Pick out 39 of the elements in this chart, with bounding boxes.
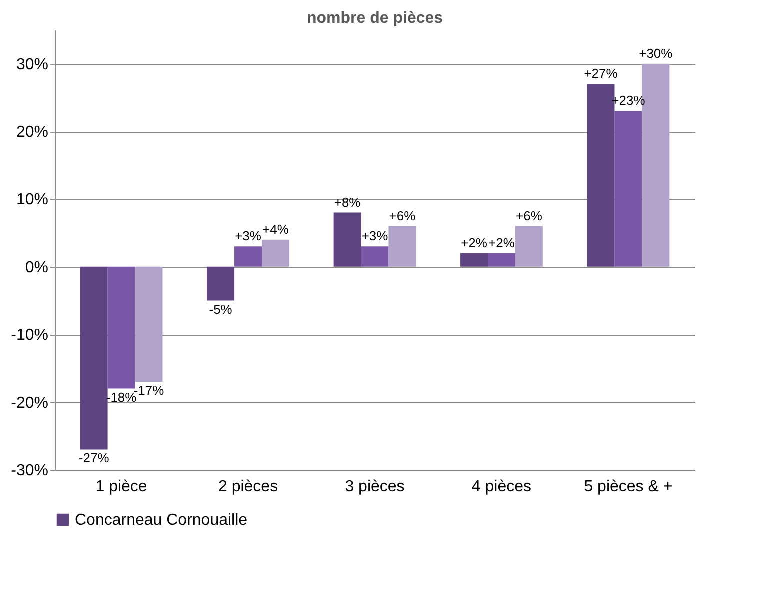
data-label: +2%: [461, 235, 488, 250]
y-tick-label: 20%: [16, 124, 48, 142]
data-label: +3%: [235, 228, 262, 244]
data-label: +4%: [262, 222, 290, 237]
bar: [515, 226, 543, 267]
data-label: +27%: [584, 66, 618, 82]
bar: [388, 226, 416, 267]
y-tick-label: -20%: [11, 394, 48, 412]
y-tick-label: 0%: [25, 259, 48, 276]
chart-title: nombre de pièces: [306, 10, 444, 27]
y-tick-label: -30%: [11, 462, 48, 480]
bar: [207, 266, 235, 301]
y-tick-label: 10%: [16, 192, 48, 209]
data-label: +6%: [516, 208, 543, 224]
y-tick-label: -10%: [11, 327, 48, 344]
data-label: +3%: [362, 228, 389, 244]
bar: [614, 111, 642, 267]
y-tick-label: 30%: [16, 56, 48, 74]
bar: [234, 246, 262, 267]
data-label: +2%: [488, 235, 516, 250]
bar: [108, 266, 136, 389]
bar: [80, 266, 108, 450]
x-tick-label: 3 pièces: [345, 478, 405, 496]
bar: [135, 266, 163, 382]
data-label: +30%: [639, 46, 674, 61]
bar: [488, 253, 516, 267]
bar: [334, 212, 362, 267]
data-label: +8%: [334, 194, 362, 210]
bar: [361, 246, 389, 267]
bar: [262, 240, 290, 267]
x-tick-label: 1 pièce: [96, 478, 148, 496]
x-tick-label: 4 pièces: [472, 478, 532, 496]
data-label: -5%: [209, 302, 233, 317]
bar: [460, 253, 488, 267]
x-tick-label: 2 pièces: [218, 478, 278, 496]
legend-label: Concarneau Cornouaille: [75, 512, 248, 529]
data-label: -27%: [78, 450, 110, 466]
data-label: +6%: [389, 208, 416, 224]
x-tick-label: 5 pièces & +: [584, 478, 673, 496]
